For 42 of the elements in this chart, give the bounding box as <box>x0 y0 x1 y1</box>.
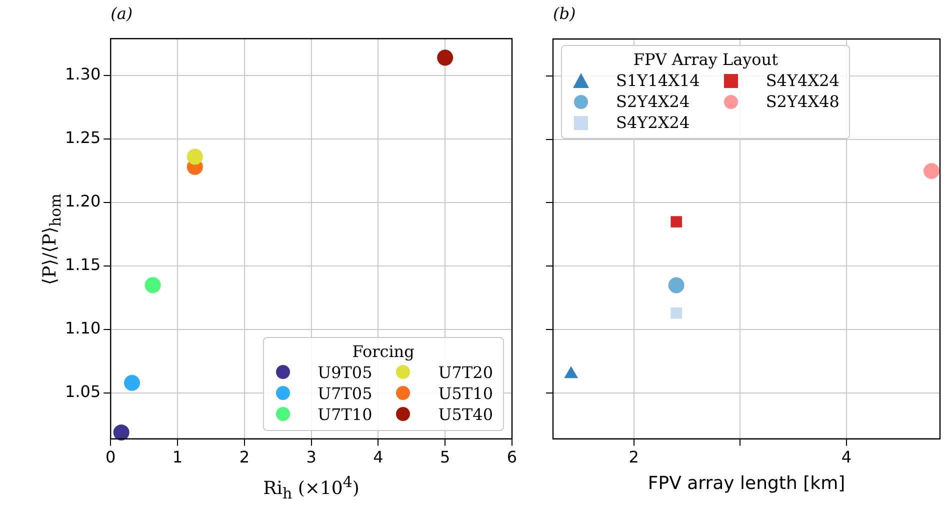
legend-label: U7T20 <box>438 362 493 382</box>
legend-label: S4Y2X24 <box>616 113 690 132</box>
y-tick-label: 1.20 <box>65 192 101 211</box>
x-tick-label: 4 <box>373 448 384 467</box>
chart-title: (b) <box>553 4 576 23</box>
legend-label: S2Y4X48 <box>766 92 840 111</box>
x-tick-label: 1 <box>172 448 183 467</box>
legend-label: S1Y14X14 <box>616 71 700 90</box>
x-tick-label: 6 <box>506 448 518 467</box>
legend-label: U7T10 <box>318 404 372 424</box>
x-axis-title: FPV array length [km] <box>646 473 846 494</box>
x-tick-label: 4 <box>841 448 852 467</box>
point <box>668 277 684 294</box>
y-tick-label: 1.25 <box>65 128 101 148</box>
point <box>923 163 940 179</box>
legend-label: U5T10 <box>438 384 493 403</box>
legend-label: U7T05 <box>318 384 372 403</box>
legend-title: Forcing <box>351 342 416 361</box>
x-tick-label: 0 <box>106 448 116 467</box>
legend-label: U5T40 <box>438 404 493 424</box>
y-tick-label: 1.05 <box>65 382 101 402</box>
legend-label: U9T05 <box>318 362 372 382</box>
y-tick-label: 1.30 <box>65 64 101 84</box>
legend-label: S4Y4X24 <box>766 71 840 90</box>
legend-label: S2Y4X24 <box>616 92 690 111</box>
point <box>144 277 161 294</box>
x-axis-title: Ri$_{h}$ (×10$^{4}$) <box>262 473 360 503</box>
x-tick-label: 2 <box>628 448 639 467</box>
chart-title: (a) <box>110 4 133 23</box>
point <box>186 148 203 165</box>
point <box>124 374 140 391</box>
y-tick-label: 1.15 <box>65 255 101 274</box>
point <box>670 216 682 228</box>
x-tick-label: 3 <box>306 448 316 467</box>
point <box>113 424 130 440</box>
legend-title: FPV Array Layout <box>632 50 780 69</box>
y-tick-label: 1.10 <box>65 318 101 338</box>
x-tick-label: 2 <box>239 448 250 467</box>
point <box>564 366 578 378</box>
point <box>437 50 454 66</box>
point <box>670 307 682 319</box>
x-tick-label: 5 <box>440 448 450 467</box>
